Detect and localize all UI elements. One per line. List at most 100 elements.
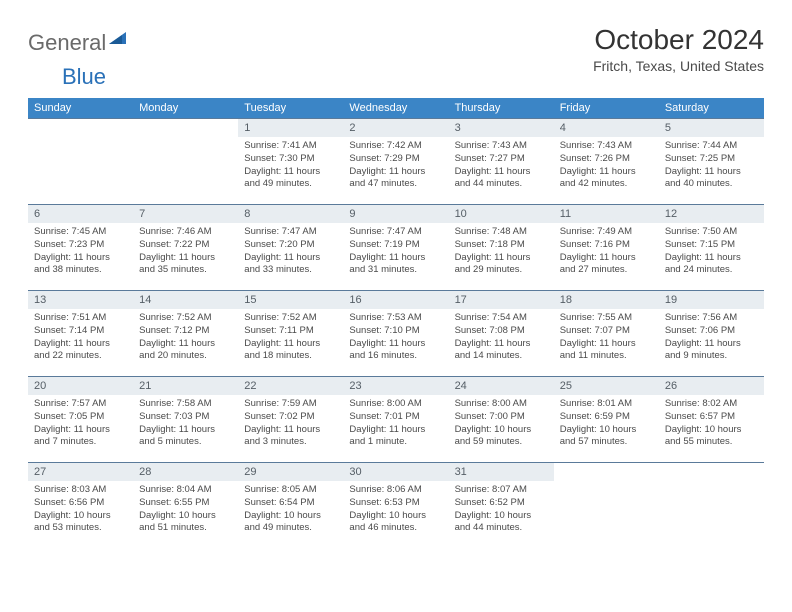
day-details: Sunrise: 7:47 AMSunset: 7:20 PMDaylight:…	[238, 223, 343, 281]
day-number: 2	[343, 119, 448, 137]
day-details: Sunrise: 8:07 AMSunset: 6:52 PMDaylight:…	[449, 481, 554, 539]
daylight-text: Daylight: 11 hours and 35 minutes.	[139, 252, 232, 278]
day-details: Sunrise: 7:43 AMSunset: 7:26 PMDaylight:…	[554, 137, 659, 195]
calendar-day-cell: 17Sunrise: 7:54 AMSunset: 7:08 PMDayligh…	[449, 291, 554, 377]
sunrise-text: Sunrise: 7:59 AM	[244, 398, 337, 411]
daylight-text: Daylight: 11 hours and 1 minute.	[349, 424, 442, 450]
calendar-day-cell: 19Sunrise: 7:56 AMSunset: 7:06 PMDayligh…	[659, 291, 764, 377]
sunrise-text: Sunrise: 7:47 AM	[244, 226, 337, 239]
weekday-header: Sunday	[28, 98, 133, 119]
sunrise-text: Sunrise: 8:00 AM	[349, 398, 442, 411]
calendar-day-cell: 22Sunrise: 7:59 AMSunset: 7:02 PMDayligh…	[238, 377, 343, 463]
month-title: October 2024	[593, 24, 764, 56]
sunrise-text: Sunrise: 7:43 AM	[560, 140, 653, 153]
calendar-day-cell: .	[659, 463, 764, 549]
day-number: 6	[28, 205, 133, 223]
sunrise-text: Sunrise: 7:57 AM	[34, 398, 127, 411]
calendar-day-cell: 30Sunrise: 8:06 AMSunset: 6:53 PMDayligh…	[343, 463, 448, 549]
day-number: 22	[238, 377, 343, 395]
day-number: 23	[343, 377, 448, 395]
weekday-header: Monday	[133, 98, 238, 119]
day-details: Sunrise: 7:49 AMSunset: 7:16 PMDaylight:…	[554, 223, 659, 281]
calendar-day-cell: .	[133, 119, 238, 205]
daylight-text: Daylight: 10 hours and 55 minutes.	[665, 424, 758, 450]
calendar-day-cell: 28Sunrise: 8:04 AMSunset: 6:55 PMDayligh…	[133, 463, 238, 549]
weekday-header: Saturday	[659, 98, 764, 119]
daylight-text: Daylight: 10 hours and 49 minutes.	[244, 510, 337, 536]
weekday-header: Tuesday	[238, 98, 343, 119]
sunrise-text: Sunrise: 7:55 AM	[560, 312, 653, 325]
sunrise-text: Sunrise: 8:04 AM	[139, 484, 232, 497]
sunset-text: Sunset: 7:20 PM	[244, 239, 337, 252]
sunset-text: Sunset: 7:00 PM	[455, 411, 548, 424]
daylight-text: Daylight: 11 hours and 29 minutes.	[455, 252, 548, 278]
day-details: Sunrise: 7:56 AMSunset: 7:06 PMDaylight:…	[659, 309, 764, 367]
daylight-text: Daylight: 11 hours and 40 minutes.	[665, 166, 758, 192]
sunset-text: Sunset: 7:01 PM	[349, 411, 442, 424]
sunset-text: Sunset: 7:15 PM	[665, 239, 758, 252]
sunrise-text: Sunrise: 7:52 AM	[244, 312, 337, 325]
day-number: 1	[238, 119, 343, 137]
daylight-text: Daylight: 11 hours and 16 minutes.	[349, 338, 442, 364]
day-number: 26	[659, 377, 764, 395]
calendar-day-cell: 20Sunrise: 7:57 AMSunset: 7:05 PMDayligh…	[28, 377, 133, 463]
day-details: Sunrise: 7:50 AMSunset: 7:15 PMDaylight:…	[659, 223, 764, 281]
sunrise-text: Sunrise: 7:45 AM	[34, 226, 127, 239]
calendar-day-cell: 13Sunrise: 7:51 AMSunset: 7:14 PMDayligh…	[28, 291, 133, 377]
day-number: 29	[238, 463, 343, 481]
sunset-text: Sunset: 7:19 PM	[349, 239, 442, 252]
calendar-day-cell: 7Sunrise: 7:46 AMSunset: 7:22 PMDaylight…	[133, 205, 238, 291]
logo-text-blue: Blue	[62, 64, 106, 89]
daylight-text: Daylight: 10 hours and 44 minutes.	[455, 510, 548, 536]
daylight-text: Daylight: 10 hours and 57 minutes.	[560, 424, 653, 450]
sunset-text: Sunset: 7:30 PM	[244, 153, 337, 166]
day-details: Sunrise: 8:00 AMSunset: 7:00 PMDaylight:…	[449, 395, 554, 453]
daylight-text: Daylight: 11 hours and 33 minutes.	[244, 252, 337, 278]
daylight-text: Daylight: 11 hours and 24 minutes.	[665, 252, 758, 278]
calendar-day-cell: .	[28, 119, 133, 205]
calendar-day-cell: 16Sunrise: 7:53 AMSunset: 7:10 PMDayligh…	[343, 291, 448, 377]
calendar-week-row: ..1Sunrise: 7:41 AMSunset: 7:30 PMDaylig…	[28, 119, 764, 205]
sunrise-text: Sunrise: 7:58 AM	[139, 398, 232, 411]
sunset-text: Sunset: 7:22 PM	[139, 239, 232, 252]
daylight-text: Daylight: 11 hours and 14 minutes.	[455, 338, 548, 364]
sunset-text: Sunset: 6:52 PM	[455, 497, 548, 510]
daylight-text: Daylight: 11 hours and 7 minutes.	[34, 424, 127, 450]
calendar-day-cell: 1Sunrise: 7:41 AMSunset: 7:30 PMDaylight…	[238, 119, 343, 205]
day-details: Sunrise: 8:06 AMSunset: 6:53 PMDaylight:…	[343, 481, 448, 539]
day-number: 21	[133, 377, 238, 395]
day-details: Sunrise: 7:46 AMSunset: 7:22 PMDaylight:…	[133, 223, 238, 281]
sunset-text: Sunset: 7:02 PM	[244, 411, 337, 424]
calendar-table: Sunday Monday Tuesday Wednesday Thursday…	[28, 98, 764, 549]
daylight-text: Daylight: 10 hours and 59 minutes.	[455, 424, 548, 450]
day-number: 16	[343, 291, 448, 309]
sunrise-text: Sunrise: 8:06 AM	[349, 484, 442, 497]
sunset-text: Sunset: 7:26 PM	[560, 153, 653, 166]
sunset-text: Sunset: 6:54 PM	[244, 497, 337, 510]
day-number: 24	[449, 377, 554, 395]
sunset-text: Sunset: 6:56 PM	[34, 497, 127, 510]
sunrise-text: Sunrise: 7:54 AM	[455, 312, 548, 325]
calendar-day-cell: 21Sunrise: 7:58 AMSunset: 7:03 PMDayligh…	[133, 377, 238, 463]
calendar-day-cell: 8Sunrise: 7:47 AMSunset: 7:20 PMDaylight…	[238, 205, 343, 291]
day-number: 10	[449, 205, 554, 223]
daylight-text: Daylight: 10 hours and 46 minutes.	[349, 510, 442, 536]
day-details: Sunrise: 8:03 AMSunset: 6:56 PMDaylight:…	[28, 481, 133, 539]
sunset-text: Sunset: 7:05 PM	[34, 411, 127, 424]
calendar-day-cell: 18Sunrise: 7:55 AMSunset: 7:07 PMDayligh…	[554, 291, 659, 377]
day-details: Sunrise: 8:05 AMSunset: 6:54 PMDaylight:…	[238, 481, 343, 539]
calendar-day-cell: 24Sunrise: 8:00 AMSunset: 7:00 PMDayligh…	[449, 377, 554, 463]
calendar-day-cell: 27Sunrise: 8:03 AMSunset: 6:56 PMDayligh…	[28, 463, 133, 549]
sunset-text: Sunset: 7:18 PM	[455, 239, 548, 252]
day-number: 31	[449, 463, 554, 481]
sunrise-text: Sunrise: 7:50 AM	[665, 226, 758, 239]
day-number: 9	[343, 205, 448, 223]
calendar-day-cell: 6Sunrise: 7:45 AMSunset: 7:23 PMDaylight…	[28, 205, 133, 291]
day-details: Sunrise: 7:54 AMSunset: 7:08 PMDaylight:…	[449, 309, 554, 367]
day-details: Sunrise: 7:41 AMSunset: 7:30 PMDaylight:…	[238, 137, 343, 195]
calendar-week-row: 27Sunrise: 8:03 AMSunset: 6:56 PMDayligh…	[28, 463, 764, 549]
day-number: 7	[133, 205, 238, 223]
day-details: Sunrise: 7:59 AMSunset: 7:02 PMDaylight:…	[238, 395, 343, 453]
sunset-text: Sunset: 7:10 PM	[349, 325, 442, 338]
day-number: 28	[133, 463, 238, 481]
